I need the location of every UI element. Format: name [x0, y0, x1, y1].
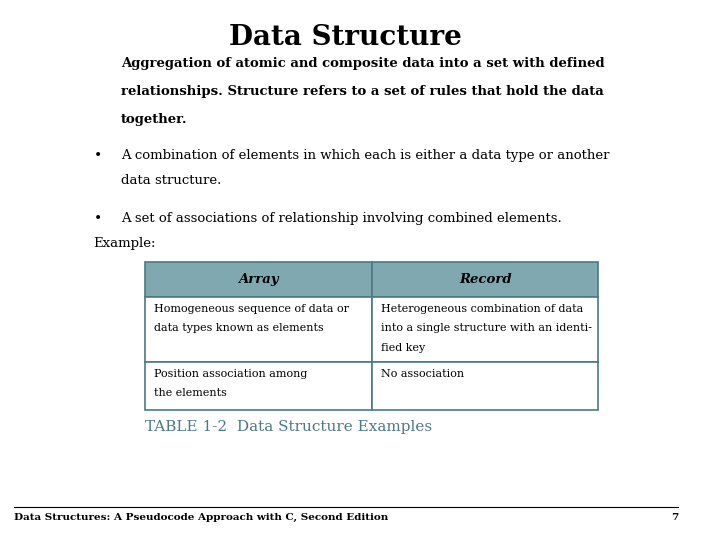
Text: Position association among: Position association among [154, 369, 307, 379]
Text: •: • [94, 212, 102, 226]
Text: Record: Record [459, 273, 511, 286]
Bar [145, 297, 372, 362]
Text: No association: No association [381, 369, 464, 379]
Bar [372, 262, 598, 297]
Text: data structure.: data structure. [121, 174, 222, 187]
Text: Aggregation of atomic and composite data into a set with defined: Aggregation of atomic and composite data… [121, 57, 605, 70]
Text: data types known as elements: data types known as elements [154, 323, 324, 334]
Text: Heterogeneous combination of data: Heterogeneous combination of data [381, 304, 583, 314]
Text: A set of associations of relationship involving combined elements.: A set of associations of relationship in… [121, 212, 562, 225]
Bar [372, 297, 598, 362]
Bar [145, 362, 372, 410]
Text: together.: together. [121, 113, 188, 126]
Text: 7: 7 [671, 513, 678, 522]
Text: •: • [94, 148, 102, 163]
Text: Homogeneous sequence of data or: Homogeneous sequence of data or [154, 304, 349, 314]
Text: TABLE 1-2  Data Structure Examples: TABLE 1-2 Data Structure Examples [145, 420, 433, 434]
Bar [145, 262, 372, 297]
Text: Data Structure: Data Structure [230, 24, 462, 51]
Text: Array: Array [238, 273, 279, 286]
Text: Data Structures: A Pseudocode Approach with C, Second Edition: Data Structures: A Pseudocode Approach w… [14, 513, 388, 522]
Text: Example:: Example: [94, 237, 156, 249]
Text: into a single structure with an identi-: into a single structure with an identi- [381, 323, 592, 334]
Text: relationships. Structure refers to a set of rules that hold the data: relationships. Structure refers to a set… [121, 85, 604, 98]
Bar [372, 362, 598, 410]
Text: the elements: the elements [154, 388, 227, 399]
Text: fied key: fied key [381, 343, 425, 353]
Text: A combination of elements in which each is either a data type or another: A combination of elements in which each … [121, 148, 610, 161]
